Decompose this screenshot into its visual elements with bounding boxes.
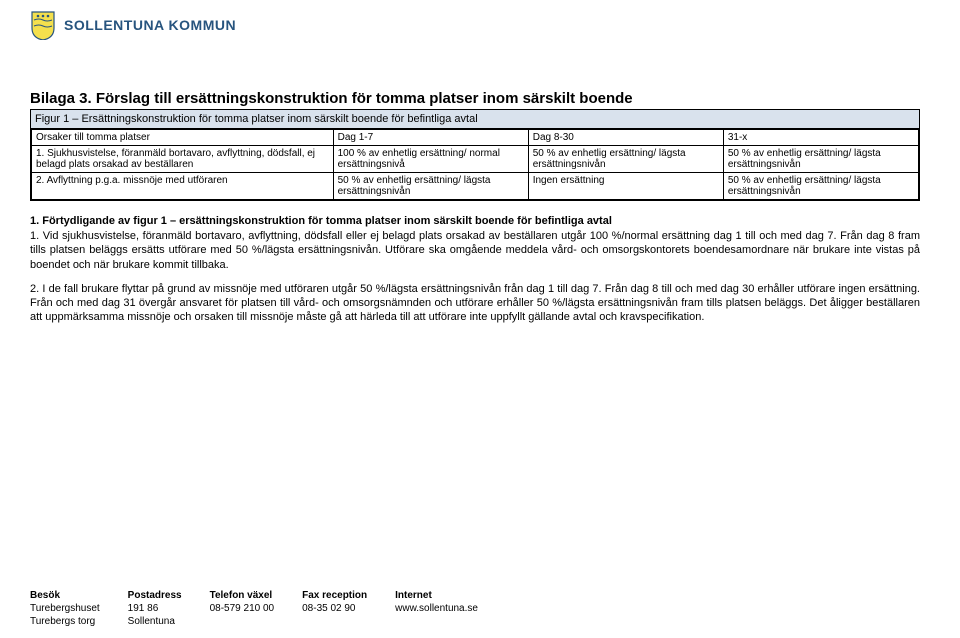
cell: 2. Avflyttning p.g.a. missnöje med utför… bbox=[32, 173, 334, 200]
col-header-reasons: Orsaker till tomma platser bbox=[32, 130, 334, 146]
cell: 50 % av enhetlig ersättning/ lägsta ersä… bbox=[723, 146, 918, 173]
footer-label: Internet bbox=[395, 590, 478, 603]
footer-line: www.sollentuna.se bbox=[395, 603, 478, 616]
cell: Ingen ersättning bbox=[528, 173, 723, 200]
footer-col-phone: Telefon växel 08-579 210 00 bbox=[210, 590, 275, 629]
cell: 1. Sjukhusvistelse, föranmäld bortavaro,… bbox=[32, 146, 334, 173]
figure-caption: Figur 1 – Ersättningskonstruktion för to… bbox=[31, 110, 919, 129]
footer-line: Sollentuna bbox=[128, 616, 182, 629]
document-page: SOLLENTUNA KOMMUN Bilaga 3. Förslag till… bbox=[0, 0, 960, 638]
cell: 100 % av enhetlig ersättning/ normal ers… bbox=[333, 146, 528, 173]
footer-line: 08-35 02 90 bbox=[302, 603, 367, 616]
section-1-heading: 1. Förtydligande av figur 1 – ersättning… bbox=[30, 215, 920, 227]
municipal-crest-icon bbox=[30, 10, 56, 40]
compensation-table: Orsaker till tomma platser Dag 1-7 Dag 8… bbox=[31, 129, 919, 200]
page-footer: Besök Turebergshuset Turebergs torg Post… bbox=[30, 590, 920, 629]
cell: 50 % av enhetlig ersättning/ lägsta ersä… bbox=[333, 173, 528, 200]
bilaga-title: Bilaga 3. Förslag till ersättningskonstr… bbox=[30, 90, 920, 107]
footer-col-internet: Internet www.sollentuna.se bbox=[395, 590, 478, 629]
footer-label: Besök bbox=[30, 590, 100, 603]
cell: 50 % av enhetlig ersättning/ lägsta ersä… bbox=[528, 146, 723, 173]
footer-col-fax: Fax reception 08-35 02 90 bbox=[302, 590, 367, 629]
table-header-row: Orsaker till tomma platser Dag 1-7 Dag 8… bbox=[32, 130, 919, 146]
col-header-day31x: 31-x bbox=[723, 130, 918, 146]
footer-line: 191 86 bbox=[128, 603, 182, 616]
page-header: SOLLENTUNA KOMMUN bbox=[30, 10, 920, 40]
org-name: SOLLENTUNA KOMMUN bbox=[64, 17, 236, 33]
col-header-day1-7: Dag 1-7 bbox=[333, 130, 528, 146]
section-1-para-1: 1. Vid sjukhusvistelse, föranmäld bortav… bbox=[30, 229, 920, 272]
table-row: 1. Sjukhusvistelse, föranmäld bortavaro,… bbox=[32, 146, 919, 173]
footer-label: Postadress bbox=[128, 590, 182, 603]
footer-label: Fax reception bbox=[302, 590, 367, 603]
figure-1-table: Figur 1 – Ersättningskonstruktion för to… bbox=[30, 109, 920, 201]
cell: 50 % av enhetlig ersättning/ lägsta ersä… bbox=[723, 173, 918, 200]
col-header-day8-30: Dag 8-30 bbox=[528, 130, 723, 146]
footer-col-visit: Besök Turebergshuset Turebergs torg bbox=[30, 590, 100, 629]
footer-line: Turebergs torg bbox=[30, 616, 100, 629]
footer-col-post: Postadress 191 86 Sollentuna bbox=[128, 590, 182, 629]
footer-line: 08-579 210 00 bbox=[210, 603, 275, 616]
section-1-para-2: 2. I de fall brukare flyttar på grund av… bbox=[30, 282, 920, 325]
footer-label: Telefon växel bbox=[210, 590, 275, 603]
footer-line: Turebergshuset bbox=[30, 603, 100, 616]
table-row: 2. Avflyttning p.g.a. missnöje med utför… bbox=[32, 173, 919, 200]
